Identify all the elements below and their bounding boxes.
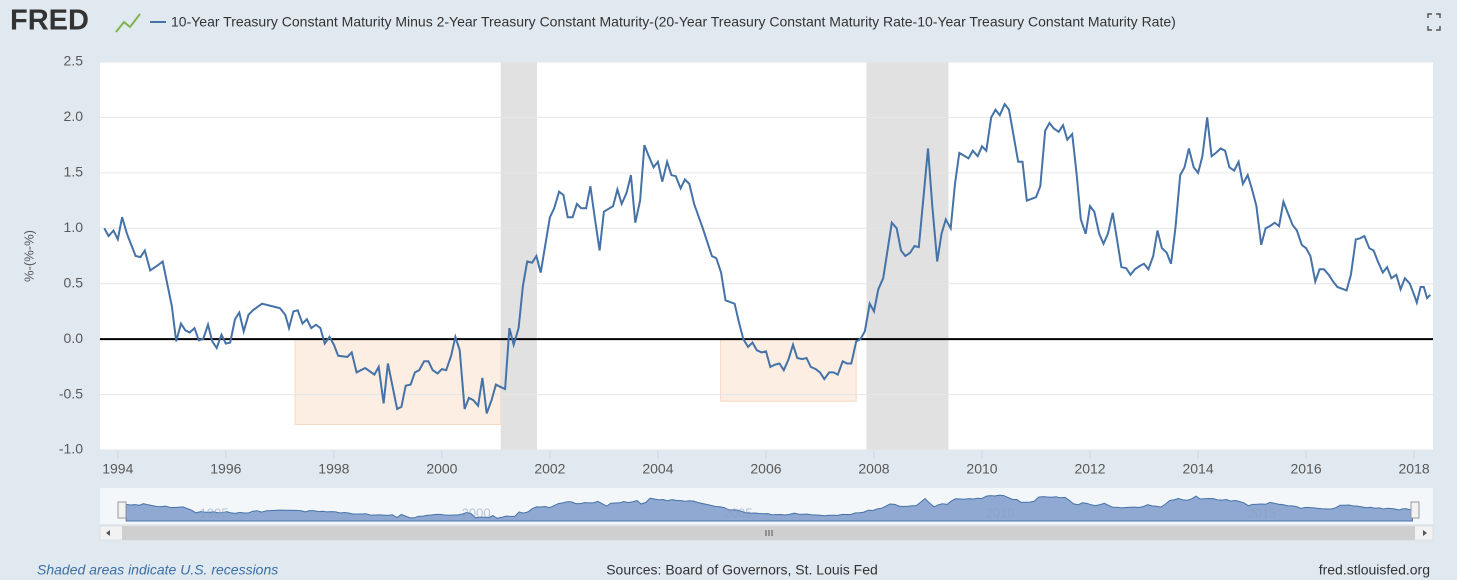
navigator-series: 1995 2000 2005 2010 2015 <box>125 494 1413 522</box>
x-tick-label: 2008 <box>858 461 889 477</box>
x-tick-label: 2016 <box>1290 461 1321 477</box>
y-tick-label: 2.0 <box>64 108 84 124</box>
x-tick-label: 1994 <box>102 461 133 477</box>
logo-icon <box>115 13 141 33</box>
x-tick-label: 1996 <box>210 461 241 477</box>
highlight-box <box>294 338 502 426</box>
x-tick-label: 2010 <box>966 461 997 477</box>
x-tick-label: 2002 <box>534 461 565 477</box>
y-tick-label: 1.5 <box>64 164 84 180</box>
navigator-label: 2015 <box>1247 505 1276 520</box>
x-tick-label: 2006 <box>750 461 781 477</box>
x-tick-label: 2004 <box>642 461 673 477</box>
fullscreen-glyph[interactable] <box>1427 13 1441 31</box>
y-tick-label: 0.5 <box>64 274 84 290</box>
recession-band <box>866 62 949 450</box>
y-tick-label: -1.0 <box>59 441 83 457</box>
x-tick-label: 2000 <box>426 461 457 477</box>
x-tick-label: 2018 <box>1399 461 1430 477</box>
navigator-label: 2005 <box>724 505 753 520</box>
nav-handle-right[interactable] <box>1410 501 1420 519</box>
plot: -1.0 -0.5 0.0 0.5 1.0 1.5 2.0 2.5 1994 1996 1998 20… <box>59 53 1433 477</box>
recession-note: Shaded areas indicate U.S. recessions <box>37 562 278 578</box>
navigator-area <box>125 494 1413 522</box>
y-tick-label: 1.0 <box>64 219 84 235</box>
y-tick-label: 2.5 <box>64 53 84 69</box>
series-line <box>103 102 1432 414</box>
source: Sources: Board of Governors, St. Louis F… <box>606 562 878 578</box>
y-tick-label: 0.0 <box>64 330 84 346</box>
navigator-label: 2000 <box>462 505 491 520</box>
x-tick-label: 2012 <box>1074 461 1105 477</box>
nav-handle-left[interactable] <box>117 501 127 519</box>
y-tick-label: -0.5 <box>59 385 83 401</box>
navigator-label: 1995 <box>200 505 229 520</box>
highlight-box <box>720 338 857 402</box>
y-axis-label: %-(%-%) <box>21 230 36 282</box>
site: fred.stlouisfed.org <box>1319 562 1430 578</box>
navigator-label: 2010 <box>986 505 1015 520</box>
x-tick-label: 2014 <box>1182 461 1213 477</box>
x-tick-label: 1998 <box>318 461 349 477</box>
fullscreen-icon[interactable] <box>1427 13 1441 31</box>
recession-band <box>500 62 537 450</box>
legend-label: 10-Year Treasury Constant Maturity Minus… <box>171 14 1176 30</box>
logo: FRED <box>10 5 89 37</box>
scrollbar-grip <box>765 530 773 536</box>
